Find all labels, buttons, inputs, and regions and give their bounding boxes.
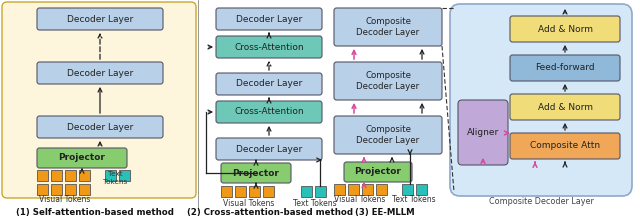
- Text: Add & Norm: Add & Norm: [538, 103, 593, 112]
- Text: Text Tokens: Text Tokens: [392, 196, 436, 205]
- Text: (1) Self-attention-based method: (1) Self-attention-based method: [16, 209, 174, 218]
- Bar: [235, 186, 246, 197]
- Bar: [65, 170, 76, 181]
- Text: Decoder Layer: Decoder Layer: [236, 15, 302, 24]
- Bar: [105, 170, 116, 181]
- Bar: [51, 184, 62, 195]
- Bar: [301, 186, 312, 197]
- FancyBboxPatch shape: [37, 116, 163, 138]
- Text: Composite Decoder Layer: Composite Decoder Layer: [488, 198, 593, 207]
- Text: Composite
Decoder Layer: Composite Decoder Layer: [356, 17, 420, 37]
- Bar: [362, 184, 373, 195]
- Bar: [37, 184, 48, 195]
- Bar: [249, 186, 260, 197]
- FancyBboxPatch shape: [510, 94, 620, 120]
- FancyBboxPatch shape: [334, 62, 442, 100]
- Bar: [65, 184, 76, 195]
- Text: Decoder Layer: Decoder Layer: [236, 79, 302, 88]
- Text: Composite Attn: Composite Attn: [530, 141, 600, 150]
- Bar: [119, 170, 130, 181]
- Text: Composite
Decoder Layer: Composite Decoder Layer: [356, 71, 420, 91]
- FancyBboxPatch shape: [334, 8, 442, 46]
- FancyBboxPatch shape: [216, 8, 322, 30]
- FancyBboxPatch shape: [2, 2, 196, 198]
- FancyBboxPatch shape: [510, 133, 620, 159]
- FancyBboxPatch shape: [216, 101, 322, 123]
- Text: (2) Cross-attention-based method: (2) Cross-attention-based method: [187, 209, 353, 218]
- Text: (3) EE-MLLM: (3) EE-MLLM: [355, 209, 415, 218]
- FancyBboxPatch shape: [216, 73, 322, 95]
- FancyBboxPatch shape: [334, 116, 442, 154]
- Text: Decoder Layer: Decoder Layer: [67, 123, 133, 132]
- Text: Visual Tokens: Visual Tokens: [334, 196, 386, 205]
- Bar: [315, 186, 326, 197]
- Bar: [51, 170, 62, 181]
- Text: Aligner: Aligner: [467, 128, 499, 137]
- Text: Decoder Layer: Decoder Layer: [236, 145, 302, 154]
- FancyBboxPatch shape: [216, 36, 322, 58]
- Text: Cross-Attention: Cross-Attention: [234, 108, 304, 117]
- FancyBboxPatch shape: [458, 100, 508, 165]
- Text: Cross-Attention: Cross-Attention: [234, 42, 304, 51]
- Text: Projector: Projector: [232, 169, 280, 178]
- Bar: [376, 184, 387, 195]
- Bar: [416, 184, 427, 195]
- Bar: [348, 184, 359, 195]
- Bar: [37, 170, 48, 181]
- FancyBboxPatch shape: [216, 138, 322, 160]
- FancyBboxPatch shape: [344, 162, 412, 182]
- FancyBboxPatch shape: [450, 4, 632, 196]
- Text: Text Tokens: Text Tokens: [293, 198, 337, 207]
- Text: Feed-forward: Feed-forward: [535, 64, 595, 73]
- FancyBboxPatch shape: [510, 55, 620, 81]
- Bar: [402, 184, 413, 195]
- Bar: [334, 184, 345, 195]
- Text: Visual Tokens: Visual Tokens: [39, 196, 91, 205]
- Bar: [79, 184, 90, 195]
- Text: Text
Tokens: Text Tokens: [103, 172, 127, 185]
- Bar: [79, 170, 90, 181]
- FancyBboxPatch shape: [37, 8, 163, 30]
- Text: Composite
Decoder Layer: Composite Decoder Layer: [356, 125, 420, 145]
- FancyBboxPatch shape: [510, 16, 620, 42]
- FancyBboxPatch shape: [221, 163, 291, 183]
- Text: Add & Norm: Add & Norm: [538, 24, 593, 33]
- Text: Visual Tokens: Visual Tokens: [223, 198, 275, 207]
- FancyBboxPatch shape: [37, 62, 163, 84]
- Bar: [221, 186, 232, 197]
- Bar: [263, 186, 274, 197]
- Text: Decoder Layer: Decoder Layer: [67, 15, 133, 24]
- Text: Projector: Projector: [59, 154, 106, 163]
- Text: Projector: Projector: [355, 167, 401, 176]
- FancyBboxPatch shape: [37, 148, 127, 168]
- Text: Decoder Layer: Decoder Layer: [67, 68, 133, 77]
